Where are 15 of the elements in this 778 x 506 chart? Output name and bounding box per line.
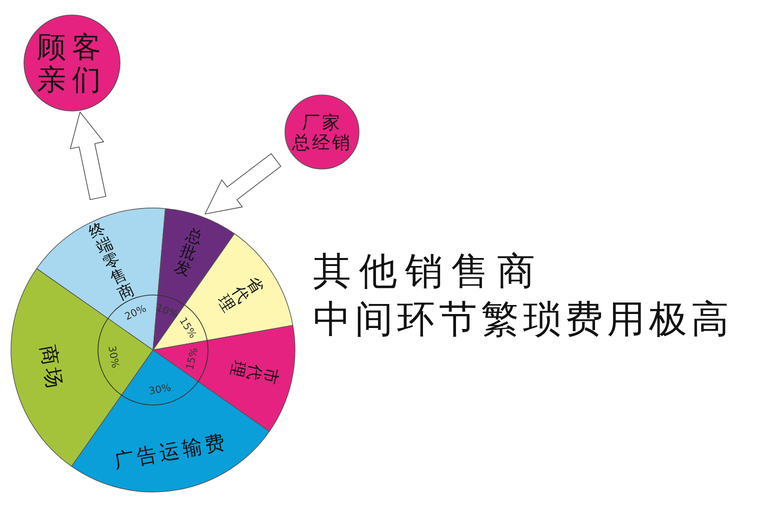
text: 厂家总经销 [291,112,352,154]
slice-label: 省代理 [214,272,268,315]
data-label: 20% [123,303,148,323]
slice-label: 广告运输费 [112,429,230,473]
data-label: 30% [106,345,120,369]
slice-label: 总批发 [172,224,206,280]
data-label: 10% [154,302,180,321]
text: 顾客亲们 [37,30,107,97]
slice-label: 商场 [36,343,68,393]
data-label: 30% [148,382,172,398]
slice-label: 终端零售商 [86,217,137,304]
data-label: 15% [184,346,201,371]
text: 其他销售商 [313,249,543,293]
slice-label: 市代理 [227,359,283,386]
text: 中间环节繁琐费用极高 [313,297,733,341]
